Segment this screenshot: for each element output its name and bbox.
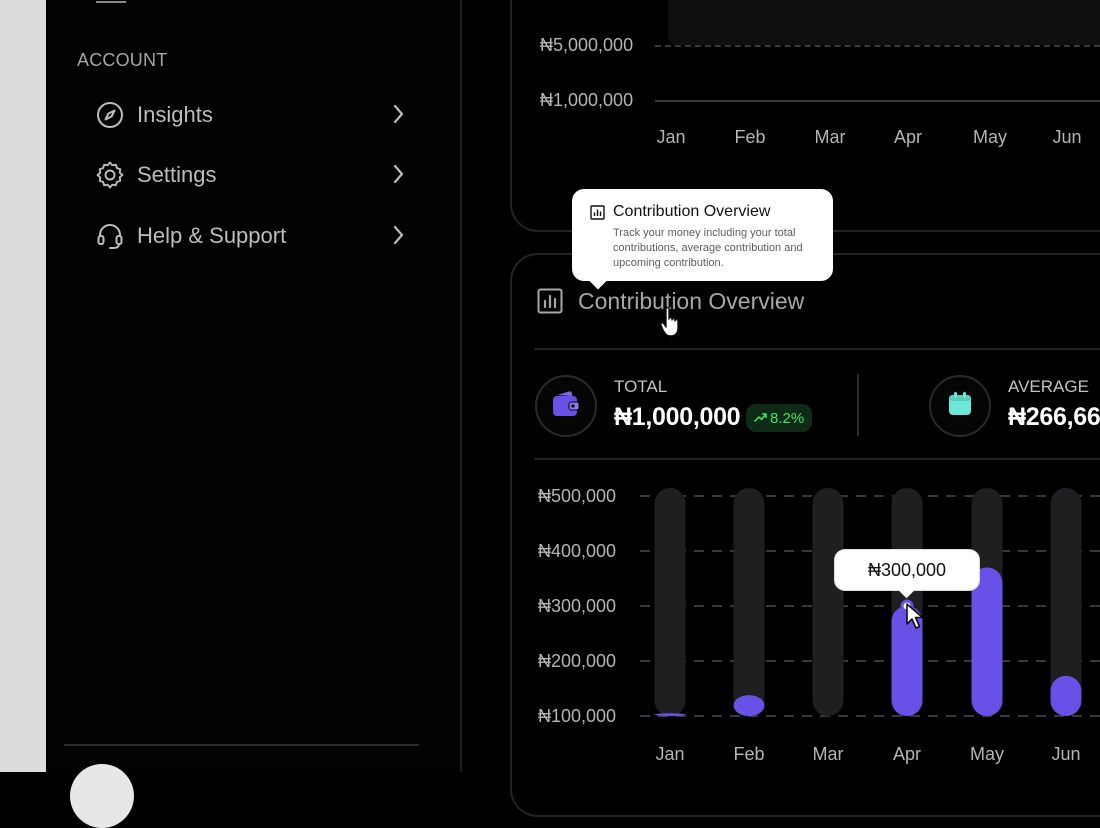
y-tick-label: ₦200,000	[538, 651, 617, 671]
info-tooltip: Contribution Overview Track your money i…	[572, 189, 833, 281]
x-tick-label: Feb	[733, 744, 764, 764]
contribution-bar	[1050, 675, 1082, 716]
wallet-icon	[551, 390, 581, 423]
chevron-right-icon	[392, 224, 406, 251]
bar-track	[733, 488, 765, 716]
bar-chart-icon	[537, 288, 563, 319]
sidebar-item-help-support[interactable]: Help & Support	[94, 214, 412, 258]
y-tick-label: ₦400,000	[538, 541, 617, 561]
contribution-bar	[654, 713, 686, 716]
bar-value-tooltip: ₦300,000	[835, 550, 979, 590]
wallet-icon-circle	[535, 375, 597, 437]
calendar-icon-circle	[929, 375, 991, 437]
gear-icon	[94, 159, 126, 191]
stat-divider	[857, 374, 859, 436]
contribution-bar-chart: Jan Feb Mar Apr May Jun	[640, 488, 1100, 764]
top-chart-month: Mar	[814, 127, 846, 147]
growth-badge: 8.2%	[746, 404, 813, 432]
x-tick-label: Jan	[655, 744, 684, 764]
sidebar	[46, 0, 460, 772]
average-label: AVERAGE	[1008, 377, 1089, 396]
top-chart-month: Jun	[1052, 127, 1082, 147]
top-chart-month: Apr	[893, 127, 922, 147]
growth-badge-value: 8.2%	[770, 409, 805, 427]
sidebar-item-insights[interactable]: Insights	[94, 93, 412, 137]
bar-chart-icon	[590, 205, 605, 225]
bar-track	[654, 488, 686, 716]
top-chart-month: Feb	[734, 127, 766, 147]
sidebar-section-title: ACCOUNT	[77, 50, 168, 70]
contribution-overview-title[interactable]: Contribution Overview	[578, 288, 805, 314]
x-tick-label: Mar	[813, 744, 844, 764]
tooltip-description: Track your money including your total co…	[613, 227, 803, 269]
average-value: ₦266,66	[1008, 403, 1100, 431]
chevron-right-icon	[392, 103, 406, 130]
y-tick-label: ₦300,000	[538, 596, 617, 616]
contribution-bar	[733, 695, 765, 716]
top-chart-y-label: ₦1,000,000	[540, 90, 634, 110]
total-label: TOTAL	[614, 377, 668, 396]
panel-divider	[460, 0, 462, 772]
top-chart-gridline	[655, 45, 1100, 47]
top-chart-bar-area	[668, 0, 1100, 45]
sidebar-item-label: Help & Support	[137, 223, 287, 248]
y-tick-label: ₦100,000	[538, 706, 617, 726]
x-tick-label: Jun	[1051, 744, 1080, 764]
top-chart-month: Jan	[656, 127, 686, 147]
bar-track	[812, 488, 844, 716]
sidebar-top-item-edge	[96, 0, 126, 3]
sidebar-item-settings[interactable]: Settings	[94, 153, 412, 197]
sidebar-item-label: Settings	[137, 162, 217, 187]
compass-icon	[94, 99, 126, 131]
contribution-bar	[971, 567, 1003, 716]
card-divider	[534, 348, 1100, 350]
y-tick-label: ₦500,000	[538, 486, 617, 506]
bar-track	[1050, 488, 1082, 716]
arrow-cursor-icon	[905, 602, 931, 635]
top-chart-baseline	[655, 100, 1100, 102]
sidebar-item-label: Insights	[137, 102, 213, 127]
avatar[interactable]	[70, 764, 134, 828]
calendar-icon	[946, 390, 974, 423]
sidebar-divider	[64, 744, 419, 746]
tooltip-title: Contribution Overview	[613, 203, 771, 220]
trend-up-icon	[754, 410, 767, 427]
chevron-right-icon	[392, 163, 406, 190]
x-tick-label: May	[970, 744, 1004, 764]
x-tick-label: Apr	[893, 744, 921, 764]
card-divider	[534, 458, 1100, 460]
desktop-background	[0, 0, 46, 772]
total-value: ₦1,000,000	[614, 403, 741, 431]
hand-pointer-cursor-icon	[660, 306, 684, 343]
top-chart-y-label: ₦5,000,000	[540, 35, 634, 55]
top-chart-month: May	[972, 127, 1007, 147]
headset-icon	[94, 220, 126, 252]
contribution-bar	[891, 606, 923, 716]
